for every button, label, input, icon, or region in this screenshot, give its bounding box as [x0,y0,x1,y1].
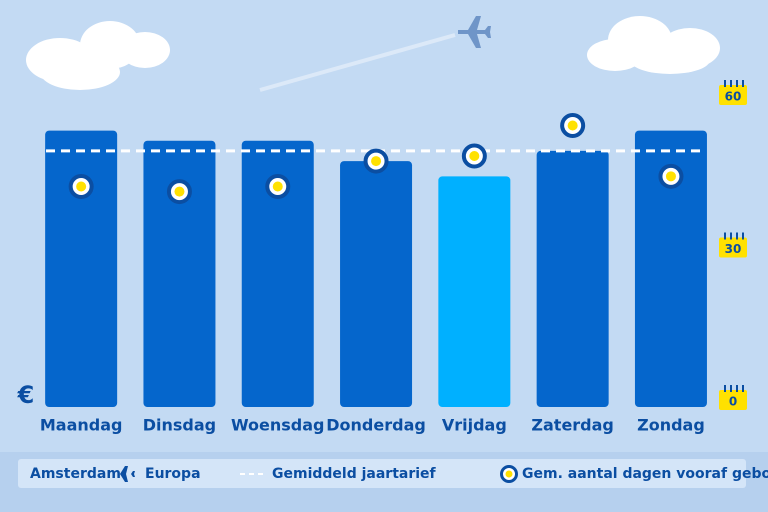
bar [45,130,118,408]
dot-center [76,181,87,192]
dot-center [174,186,185,197]
y2-tick-label: 30 [725,242,742,256]
x-tick-label: Zaterdag [531,416,614,435]
legend-dots: Gem. aantal dagen vooraf geboekt [522,466,768,482]
y2-tick-icon [719,85,747,105]
x-tick-label: Zondag [637,416,705,435]
dot-center [469,151,480,161]
bar [634,130,707,408]
currency-label: € [17,381,35,409]
legend [18,459,746,488]
contrail [259,33,456,92]
y2-tick-icon [719,237,747,258]
dot-center [567,120,578,131]
airplane [458,16,491,48]
dot-center [371,156,382,167]
y2-tick-label: 60 [725,90,742,104]
bar [536,150,609,407]
bar [340,161,413,407]
legend-dot-center [505,470,513,478]
bar [241,140,314,407]
plot: Maandag Dinsdag Woensdag Donderdag Vrijdag Za… [40,80,747,435]
x-tick-label: Woensdag [231,416,325,435]
y2-tick-icon [719,390,747,410]
dot-center [665,171,676,182]
bar [438,176,511,407]
legend-average: Gemiddeld jaartarief [272,466,437,482]
dot-center [272,181,283,192]
x-tick-label: Dinsdag [143,416,216,435]
y2-tick-label: 0 [729,395,737,409]
x-tick-label: Maandag [40,416,123,435]
clouds [26,16,720,90]
legend-plane [113,466,135,482]
x-tick-label: Donderdag [326,416,426,435]
x-tick-label: Vrijdag [442,416,507,435]
legend-series: Europa [145,466,201,482]
bar [143,140,216,407]
legend-origin: Amsterdam [30,466,121,482]
